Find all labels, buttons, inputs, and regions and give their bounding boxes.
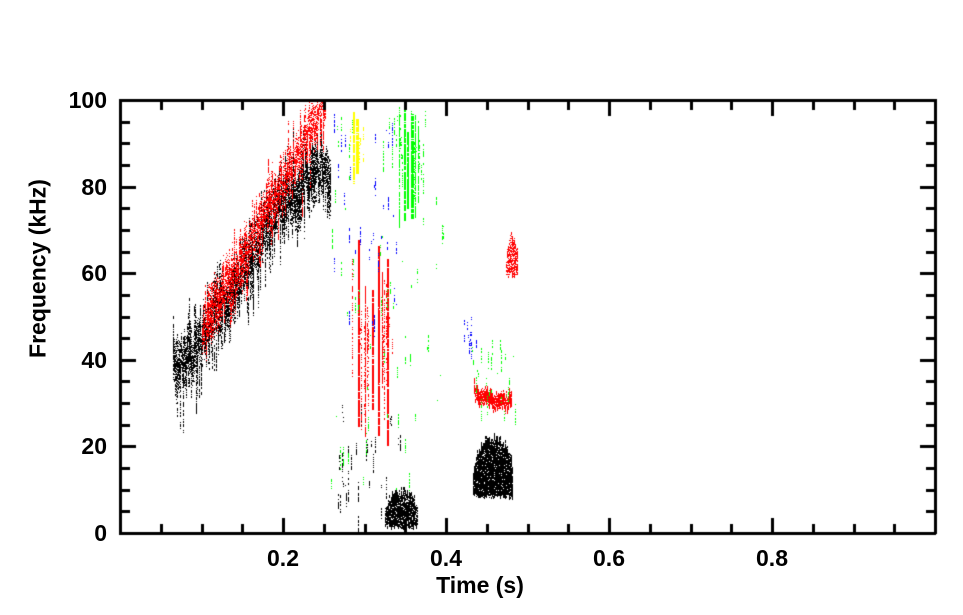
x-tick-label-0.2: 0.2 [267, 545, 299, 571]
y-tick-label-20: 20 [81, 433, 107, 460]
x-axis-title: Time (s) [436, 572, 524, 598]
y-tick-label-100: 100 [68, 87, 107, 113]
y-tick-label-80: 80 [81, 173, 107, 200]
y-tick-label-60: 60 [81, 260, 107, 287]
y-tick-label-0: 0 [94, 520, 107, 546]
x-tick-label-0.8: 0.8 [756, 545, 788, 571]
x-tick-label-0.6: 0.6 [593, 545, 625, 571]
y-tick-label-40: 40 [81, 346, 107, 373]
x-tick-label-0.4: 0.4 [430, 545, 462, 571]
